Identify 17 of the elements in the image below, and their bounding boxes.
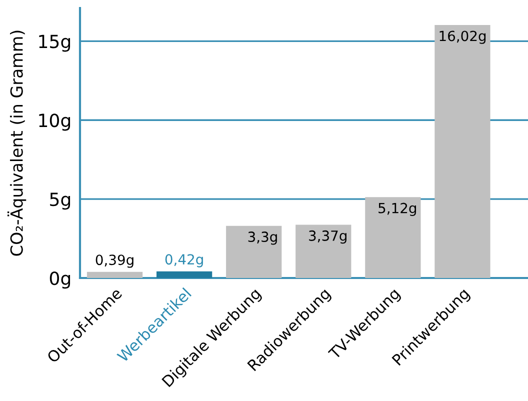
data-label: 0,39g xyxy=(96,254,134,268)
data-label: 5,12g xyxy=(378,202,416,216)
y-tick-label: 0g xyxy=(50,271,70,289)
y-tick-label: 5g xyxy=(50,192,70,210)
y-tick-label: 10g xyxy=(39,114,70,131)
bar xyxy=(434,25,490,278)
y-axis-title: CO₂-Äquivalent (in Gramm) xyxy=(7,30,26,256)
bar xyxy=(365,197,421,278)
data-label: 0,42g xyxy=(165,254,203,268)
data-label: 3,3g xyxy=(248,232,277,245)
bar xyxy=(156,271,212,278)
bar xyxy=(226,226,282,278)
bar xyxy=(296,224,352,278)
bar xyxy=(86,272,143,278)
y-tick-label: 15g xyxy=(39,34,70,52)
data-label: 3,37g xyxy=(309,230,346,244)
data-label: 16,02g xyxy=(440,30,486,44)
